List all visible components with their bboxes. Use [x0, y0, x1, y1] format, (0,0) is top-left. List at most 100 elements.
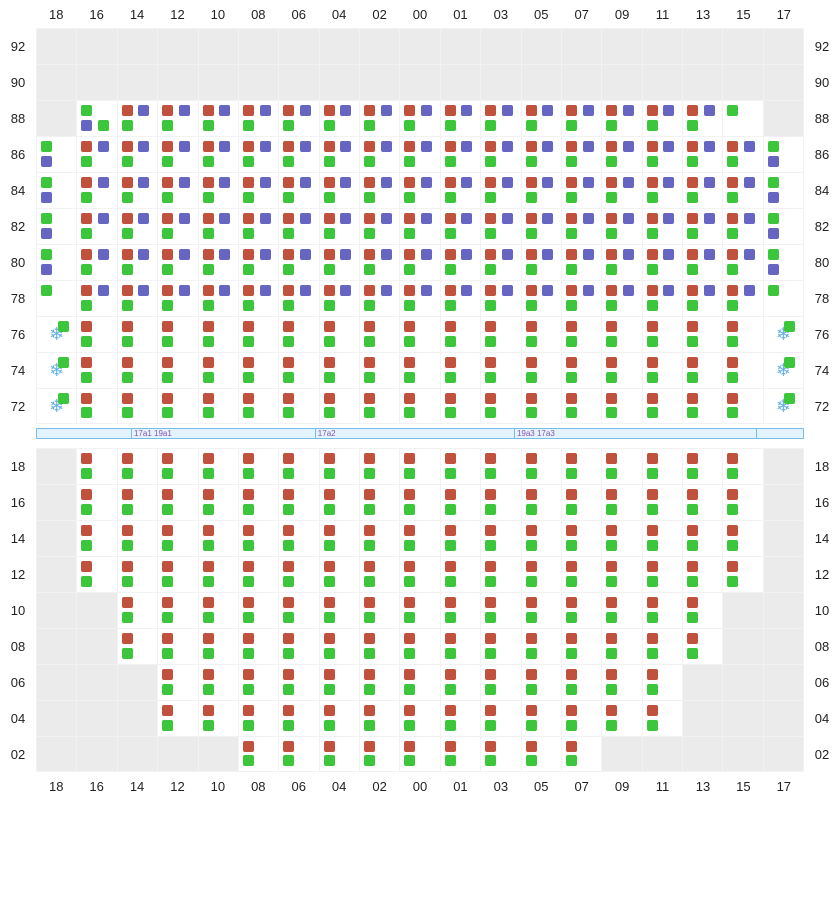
rack-slot[interactable]: [440, 280, 480, 316]
rack-slot[interactable]: [642, 664, 682, 700]
rack-slot[interactable]: [278, 208, 318, 244]
rack-slot[interactable]: [722, 352, 762, 388]
rack-slot[interactable]: [238, 388, 278, 424]
rack-slot[interactable]: [36, 136, 76, 172]
rack-slot[interactable]: [440, 100, 480, 136]
empty-slot[interactable]: [359, 64, 399, 100]
rack-slot[interactable]: [440, 736, 480, 772]
rack-slot[interactable]: [157, 316, 197, 352]
rack-slot[interactable]: [238, 352, 278, 388]
rack-slot[interactable]: [601, 628, 641, 664]
rack-slot[interactable]: [278, 388, 318, 424]
rack-slot[interactable]: [198, 100, 238, 136]
rack-slot[interactable]: [117, 556, 157, 592]
empty-slot[interactable]: [682, 28, 722, 64]
rack-slot[interactable]: [278, 100, 318, 136]
rack-slot[interactable]: [642, 100, 682, 136]
rack-slot[interactable]: [722, 448, 762, 484]
rack-slot[interactable]: [399, 520, 439, 556]
rack-slot[interactable]: [601, 448, 641, 484]
empty-slot[interactable]: [36, 64, 76, 100]
empty-slot[interactable]: [601, 28, 641, 64]
rack-slot[interactable]: [359, 208, 399, 244]
rack-slot[interactable]: [359, 100, 399, 136]
empty-slot[interactable]: [561, 64, 601, 100]
rack-slot[interactable]: [117, 352, 157, 388]
rack-slot[interactable]: [440, 244, 480, 280]
rack-slot[interactable]: [561, 628, 601, 664]
rack-slot[interactable]: [198, 352, 238, 388]
rack-slot[interactable]: [440, 664, 480, 700]
rack-slot[interactable]: [480, 556, 520, 592]
empty-slot[interactable]: [359, 28, 399, 64]
rack-slot[interactable]: [480, 628, 520, 664]
rack-slot[interactable]: [480, 520, 520, 556]
empty-slot[interactable]: [36, 736, 76, 772]
rack-slot[interactable]: [117, 628, 157, 664]
rack-slot[interactable]: [682, 628, 722, 664]
rack-slot[interactable]: [157, 520, 197, 556]
rack-slot[interactable]: [682, 448, 722, 484]
empty-slot[interactable]: [763, 28, 804, 64]
empty-slot[interactable]: [480, 28, 520, 64]
rack-slot[interactable]: [319, 556, 359, 592]
rack-slot[interactable]: [399, 244, 439, 280]
rack-slot[interactable]: [319, 172, 359, 208]
rack-slot[interactable]: [399, 628, 439, 664]
empty-slot[interactable]: [399, 64, 439, 100]
empty-slot[interactable]: [763, 664, 804, 700]
rack-slot[interactable]: [601, 556, 641, 592]
rack-slot[interactable]: [561, 316, 601, 352]
rack-slot[interactable]: [521, 448, 561, 484]
empty-slot[interactable]: [763, 736, 804, 772]
rack-slot[interactable]: [76, 316, 116, 352]
empty-slot[interactable]: [198, 64, 238, 100]
empty-slot[interactable]: [36, 28, 76, 64]
empty-slot[interactable]: [157, 64, 197, 100]
rack-slot[interactable]: [642, 448, 682, 484]
rack-slot[interactable]: [198, 664, 238, 700]
rack-slot[interactable]: [359, 664, 399, 700]
empty-slot[interactable]: [198, 28, 238, 64]
rack-slot[interactable]: [561, 556, 601, 592]
rack-slot[interactable]: [399, 664, 439, 700]
rack-slot[interactable]: [157, 388, 197, 424]
rack-slot[interactable]: [76, 448, 116, 484]
empty-slot[interactable]: [238, 64, 278, 100]
rack-slot[interactable]: [399, 352, 439, 388]
rack-slot[interactable]: [521, 208, 561, 244]
rack-slot[interactable]: [480, 316, 520, 352]
rack-slot[interactable]: [278, 628, 318, 664]
empty-slot[interactable]: [76, 628, 116, 664]
rack-slot[interactable]: [319, 388, 359, 424]
rack-slot[interactable]: [561, 172, 601, 208]
rack-slot[interactable]: [601, 664, 641, 700]
rack-slot[interactable]: [480, 388, 520, 424]
rack-slot[interactable]: [76, 172, 116, 208]
rack-slot[interactable]: [561, 280, 601, 316]
empty-slot[interactable]: [117, 700, 157, 736]
empty-slot[interactable]: [682, 664, 722, 700]
rack-slot[interactable]: [238, 244, 278, 280]
rack-slot[interactable]: [157, 208, 197, 244]
rack-slot[interactable]: [359, 172, 399, 208]
rack-slot[interactable]: [521, 280, 561, 316]
rack-slot[interactable]: [198, 448, 238, 484]
rack-slot[interactable]: [157, 556, 197, 592]
rack-slot[interactable]: [642, 172, 682, 208]
rack-slot[interactable]: [440, 352, 480, 388]
rack-slot[interactable]: [359, 736, 399, 772]
empty-slot[interactable]: [763, 520, 804, 556]
rack-slot[interactable]: [117, 136, 157, 172]
rack-slot[interactable]: [440, 316, 480, 352]
rack-slot[interactable]: [440, 172, 480, 208]
rack-slot[interactable]: [642, 316, 682, 352]
rack-slot[interactable]: [521, 136, 561, 172]
rack-slot[interactable]: [601, 352, 641, 388]
empty-slot[interactable]: [763, 64, 804, 100]
rack-slot[interactable]: [319, 136, 359, 172]
rack-slot[interactable]: [601, 244, 641, 280]
rack-slot[interactable]: [722, 136, 762, 172]
rack-slot[interactable]: [480, 448, 520, 484]
rack-slot[interactable]: [521, 352, 561, 388]
